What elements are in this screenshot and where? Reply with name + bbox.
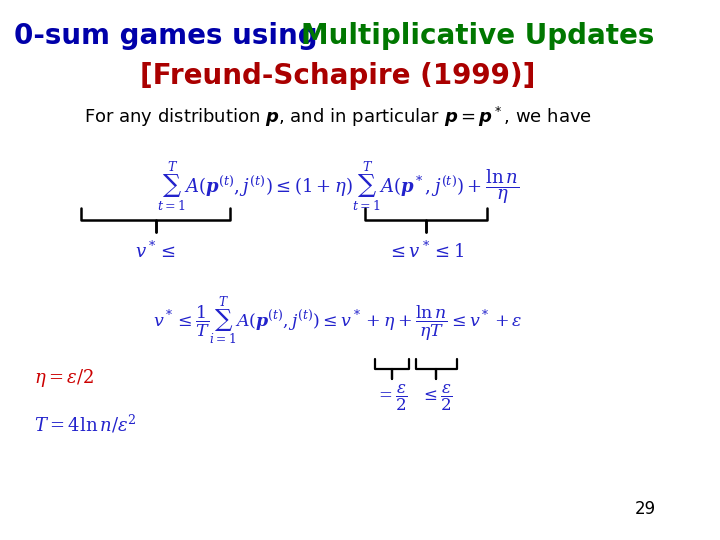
Text: [Freund-Schapire (1999)]: [Freund-Schapire (1999)] [140,62,536,90]
Text: $v^* \leq$: $v^* \leq$ [135,240,176,261]
Text: $\leq \dfrac{\varepsilon}{2}$: $\leq \dfrac{\varepsilon}{2}$ [420,382,453,413]
Text: $v^* \leq \dfrac{1}{T}\sum_{i=1}^{T} A(\boldsymbol{p}^{(t)}, j^{(t)}) \leq v^* +: $v^* \leq \dfrac{1}{T}\sum_{i=1}^{T} A(\… [153,294,523,348]
Text: Multiplicative Updates: Multiplicative Updates [301,22,654,50]
Text: 29: 29 [635,501,656,518]
Text: For any distribution $\boldsymbol{p}$, and in particular $\boldsymbol{p} = \bold: For any distribution $\boldsymbol{p}$, a… [84,105,592,130]
Text: $T = 4 \ln n / \varepsilon^2$: $T = 4 \ln n / \varepsilon^2$ [34,413,136,435]
Text: $\eta = \varepsilon/2$: $\eta = \varepsilon/2$ [34,367,94,389]
Text: 0-sum games using: 0-sum games using [14,22,327,50]
Text: $\leq v^* \leq 1$: $\leq v^* \leq 1$ [387,240,464,261]
Text: $= \dfrac{\varepsilon}{2}$: $= \dfrac{\varepsilon}{2}$ [374,382,408,413]
Text: $\sum_{t=1}^{T} A(\boldsymbol{p}^{(t)}, j^{(t)}) \leq (1+\eta)\sum_{t=1}^{T} A(\: $\sum_{t=1}^{T} A(\boldsymbol{p}^{(t)}, … [157,159,519,213]
